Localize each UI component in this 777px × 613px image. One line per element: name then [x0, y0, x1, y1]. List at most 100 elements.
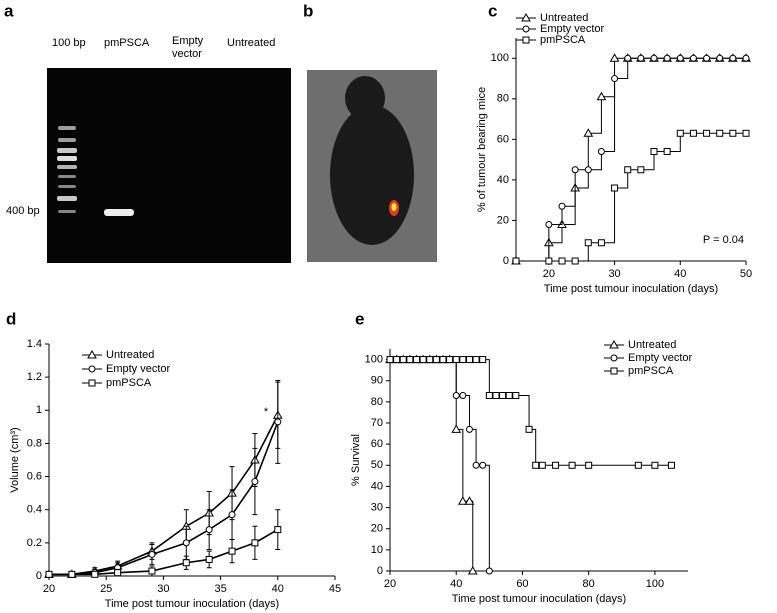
marker — [676, 129, 684, 137]
x-tick-label: 80 — [583, 578, 595, 590]
marker — [703, 54, 711, 62]
marker — [205, 526, 213, 534]
marker — [729, 129, 737, 137]
marker — [451, 424, 462, 433]
y-tick-label: 40 — [371, 480, 383, 492]
marker — [522, 25, 530, 33]
x-axis-label: Time post tumour inoculation (days) — [544, 283, 718, 295]
x-tick-label: 40 — [674, 268, 686, 280]
marker — [650, 148, 658, 156]
x-tick-label: 20 — [384, 578, 396, 590]
lane-label: Untreated — [227, 37, 275, 49]
marker — [228, 511, 236, 519]
marker — [465, 356, 473, 364]
x-tick-label: 20 — [43, 583, 55, 595]
lane-label: pmPSCA — [104, 37, 150, 49]
marker — [114, 569, 122, 577]
marker — [584, 239, 592, 247]
signal-core — [391, 203, 397, 211]
series-line — [516, 57, 746, 262]
y-tick-label: 30 — [371, 501, 383, 513]
x-tick-label: 50 — [740, 268, 752, 280]
marker — [538, 461, 546, 469]
panel-label: e — [355, 309, 364, 328]
marker — [426, 356, 434, 364]
marker — [274, 418, 282, 426]
gel-image — [47, 68, 291, 263]
marker — [716, 54, 724, 62]
marker — [228, 547, 236, 555]
marker — [609, 53, 620, 62]
legend-label: Untreated — [106, 349, 154, 361]
marker — [386, 356, 394, 364]
marker — [568, 461, 576, 469]
marker — [663, 54, 671, 62]
y-tick-label: 50 — [371, 459, 383, 471]
marker — [148, 567, 156, 575]
legend-label: Empty vector — [106, 363, 171, 375]
marker — [467, 565, 478, 575]
marker — [479, 461, 487, 469]
marker — [393, 356, 401, 364]
mouse-body — [330, 105, 414, 245]
y-tick-label: 90 — [371, 375, 383, 387]
marker — [419, 356, 427, 364]
legend-label: pmPSCA — [540, 34, 586, 46]
x-tick-label: 25 — [100, 583, 112, 595]
marker — [406, 356, 414, 364]
marker — [729, 54, 737, 62]
y-axis-label: Volume (cm³) — [9, 427, 21, 492]
series-line — [516, 132, 746, 262]
y-tick-label: 60 — [497, 133, 509, 145]
marker — [182, 539, 190, 547]
marker — [624, 166, 632, 174]
x-tick-label: 30 — [608, 268, 620, 280]
mouse-head — [345, 76, 385, 120]
y-tick-label: 40 — [497, 174, 509, 186]
marker — [611, 75, 619, 83]
marker — [521, 12, 531, 22]
legend-label: Empty vector — [628, 352, 693, 364]
marker — [459, 356, 467, 364]
legend-label: pmPSCA — [628, 365, 674, 377]
marker — [651, 461, 659, 469]
band — [104, 209, 134, 216]
legend-label: Untreated — [628, 339, 676, 351]
marker — [465, 425, 473, 433]
marker — [585, 461, 593, 469]
y-tick-label: 100 — [491, 52, 509, 64]
legend-label: Untreated — [540, 12, 588, 24]
marker — [637, 54, 645, 62]
marker — [251, 478, 259, 486]
marker — [558, 257, 566, 265]
marker — [597, 239, 605, 247]
marker — [485, 392, 493, 400]
marker — [446, 356, 454, 364]
marker — [689, 54, 697, 62]
series-line — [49, 421, 279, 576]
marker — [457, 496, 468, 505]
marker — [545, 257, 553, 265]
y-axis-label: % Survival — [350, 434, 362, 486]
panel-label: b — [303, 1, 313, 20]
marker — [68, 570, 76, 578]
y-tick-label: 10 — [371, 544, 383, 556]
x-tick-label: 100 — [646, 578, 664, 590]
marker — [512, 257, 520, 265]
y-tick-label: 0.2 — [27, 537, 42, 549]
series-line — [516, 57, 746, 262]
marker — [88, 379, 96, 387]
marker — [597, 148, 605, 156]
marker — [689, 129, 697, 137]
y-tick-label: 0.8 — [27, 437, 42, 449]
marker — [512, 392, 520, 400]
marker — [522, 36, 530, 44]
y-tick-label: 20 — [371, 523, 383, 535]
series-line — [390, 359, 474, 571]
y-tick-label: 80 — [497, 93, 509, 105]
y-tick-label: 100 — [365, 353, 383, 365]
series-line — [49, 528, 279, 576]
y-tick-label: 20 — [497, 214, 509, 226]
marker — [532, 461, 540, 469]
ladder — [57, 126, 77, 213]
